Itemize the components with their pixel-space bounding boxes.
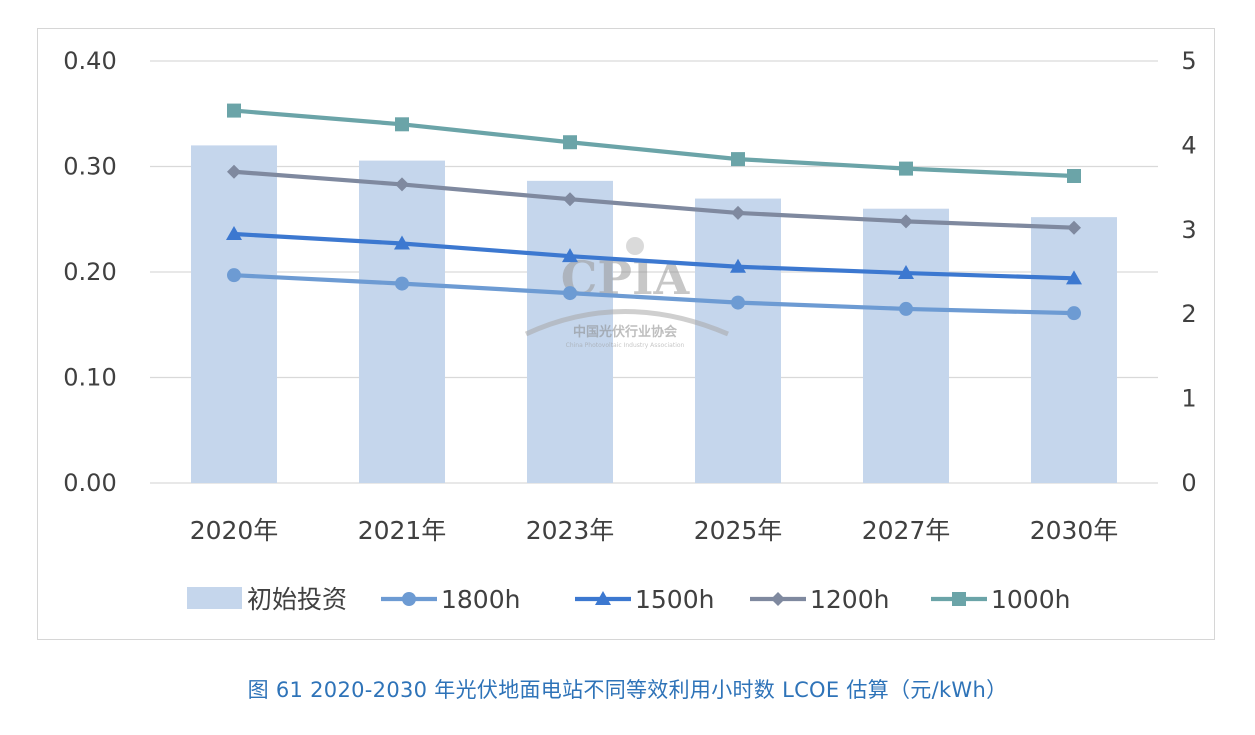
left-tick-label: 0.10 (63, 364, 116, 392)
x-tick-label: 2027年 (862, 516, 951, 545)
point-1800h (731, 295, 745, 310)
point-1200h (1067, 220, 1081, 235)
chart-frame: CPIA 中国光伏行业协会 China Photovoltaic Industr… (37, 28, 1215, 640)
figure-caption: 图 61 2020-2030 年光伏地面电站不同等效利用小时数 LCOE 估算（… (247, 678, 1008, 702)
right-tick-label: 0 (1181, 469, 1196, 497)
line-series-1800h (233, 273, 1075, 316)
line-layer (226, 103, 1082, 321)
point-1500h (394, 235, 410, 250)
point-1000h (395, 117, 409, 132)
point-1500h (898, 265, 914, 280)
point-1800h (563, 286, 577, 301)
point-1200h (731, 205, 745, 220)
legend-marker-1200h (771, 592, 785, 606)
point-1200h (227, 164, 241, 179)
watermark-en: China Photovoltaic Industry Association (566, 342, 685, 349)
point-1500h (562, 248, 578, 263)
line-series-1500h (233, 231, 1075, 281)
axis-layer: 0.00 0.10 0.20 0.30 0.40 0 1 2 3 4 5 2020年 2021年 2023… (63, 47, 1196, 545)
left-tick-label: 0.20 (63, 258, 116, 286)
bar-initial-investment (359, 160, 445, 484)
right-tick-label: 2 (1181, 300, 1196, 328)
legend-label: 1200h (810, 585, 889, 614)
legend-label: 1800h (441, 585, 520, 614)
point-1800h (899, 301, 913, 316)
point-1200h (395, 177, 409, 192)
legend-label: 1500h (635, 585, 714, 614)
line-series-1200h (233, 169, 1075, 230)
point-1000h (563, 135, 577, 150)
legend: 初始投资 1800h 1500h 1200h 1000h (187, 585, 1070, 614)
x-tick-label: 2021年 (358, 516, 447, 545)
x-tick-label: 2020年 (190, 516, 279, 545)
point-1000h (731, 152, 745, 167)
legend-label: 1000h (991, 585, 1070, 614)
watermark-sun-icon (626, 237, 644, 255)
point-1200h (899, 214, 913, 229)
legend-marker-1000h (952, 592, 966, 606)
x-tick-label: 2023年 (526, 516, 615, 545)
point-1800h (395, 276, 409, 291)
right-tick-label: 5 (1181, 47, 1196, 75)
x-tick-label: 2025年 (694, 516, 783, 545)
lcoe-chart: CPIA 中国光伏行业协会 China Photovoltaic Industr… (63, 47, 1196, 614)
point-1500h (1066, 270, 1082, 285)
point-1500h (730, 258, 746, 273)
bar-initial-investment (191, 145, 277, 483)
right-tick-label: 4 (1181, 131, 1196, 159)
right-tick-label: 1 (1181, 385, 1196, 413)
point-1500h (226, 226, 242, 241)
bar-layer (191, 145, 1117, 484)
watermark-swoosh (524, 309, 729, 337)
point-1800h (1067, 306, 1081, 321)
legend-marker-1800h (402, 592, 416, 606)
point-1800h (227, 268, 241, 283)
left-tick-label: 0.40 (63, 47, 116, 75)
legend-marker-1500h (595, 591, 611, 605)
bar-initial-investment (695, 198, 781, 483)
point-1200h (563, 192, 577, 207)
bar-initial-investment (527, 180, 613, 483)
point-1000h (1067, 168, 1081, 183)
legend-label: 初始投资 (247, 585, 347, 614)
watermark-cn: 中国光伏行业协会 (573, 324, 678, 340)
left-tick-label: 0.00 (63, 469, 116, 497)
point-1000h (899, 161, 913, 176)
line-series-1000h (233, 108, 1075, 179)
left-tick-label: 0.30 (63, 153, 116, 181)
point-1000h (227, 103, 241, 118)
bar-initial-investment (863, 208, 949, 483)
grid-layer (150, 60, 1158, 484)
right-tick-label: 3 (1181, 216, 1196, 244)
bar-initial-investment (1031, 217, 1117, 483)
x-tick-label: 2030年 (1030, 516, 1119, 545)
legend-swatch-bar (187, 587, 242, 609)
